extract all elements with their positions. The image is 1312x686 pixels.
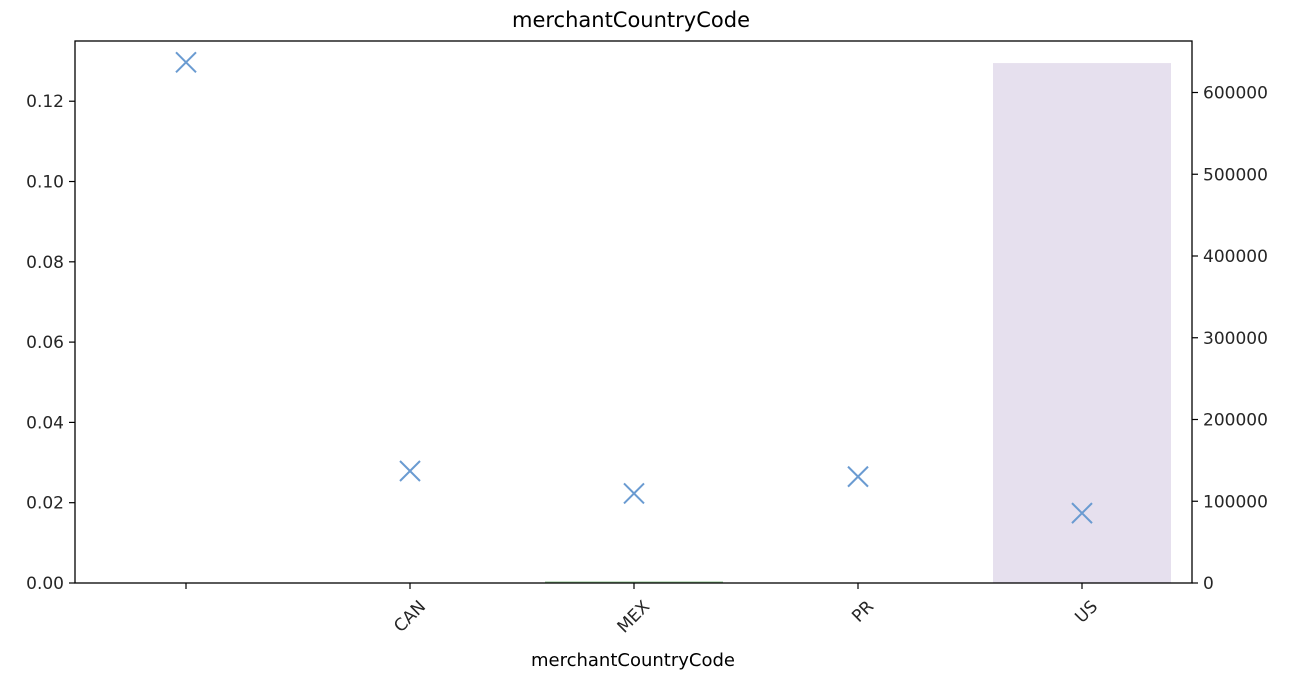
bars-layer bbox=[545, 63, 1171, 584]
right-tick-label: 0 bbox=[1203, 574, 1214, 594]
left-tick-label: 0.10 bbox=[26, 173, 64, 193]
point-mex bbox=[623, 482, 645, 505]
left-axis: 0.00 0.02 0.04 0.06 0.08 0.10 0.12 bbox=[26, 92, 75, 594]
left-tick-label: 0.04 bbox=[26, 413, 64, 433]
right-tick-label: 300000 bbox=[1203, 329, 1268, 349]
right-tick-label: 600000 bbox=[1203, 84, 1268, 104]
chart-title: merchantCountryCode bbox=[512, 8, 750, 32]
right-tick-label: 100000 bbox=[1203, 492, 1268, 512]
point-blank bbox=[175, 51, 197, 73]
left-tick-label: 0.06 bbox=[26, 333, 64, 353]
x-axis: CAN MEX PR US bbox=[185, 583, 1102, 638]
points-layer bbox=[175, 51, 1093, 524]
left-tick-label: 0.12 bbox=[26, 92, 64, 112]
left-tick-label: 0.08 bbox=[26, 253, 64, 273]
point-can bbox=[399, 460, 421, 482]
left-tick-label: 0.02 bbox=[26, 494, 64, 514]
right-tick-label: 400000 bbox=[1203, 247, 1268, 267]
x-tick-label: US bbox=[1071, 597, 1102, 628]
x-tick-label: CAN bbox=[390, 597, 430, 637]
x-tick-label: PR bbox=[848, 597, 878, 627]
right-axis: 0 100000 200000 300000 400000 500000 600000 bbox=[1192, 84, 1268, 594]
right-tick-label: 200000 bbox=[1203, 411, 1268, 431]
bar-us bbox=[993, 63, 1171, 584]
left-tick-label: 0.00 bbox=[26, 574, 64, 594]
point-pr bbox=[847, 465, 869, 488]
point-us bbox=[1071, 502, 1093, 524]
bar-mex bbox=[545, 581, 723, 583]
x-tick-label: MEX bbox=[614, 597, 655, 638]
x-axis-label: merchantCountryCode bbox=[531, 650, 735, 671]
right-tick-label: 500000 bbox=[1203, 165, 1268, 185]
